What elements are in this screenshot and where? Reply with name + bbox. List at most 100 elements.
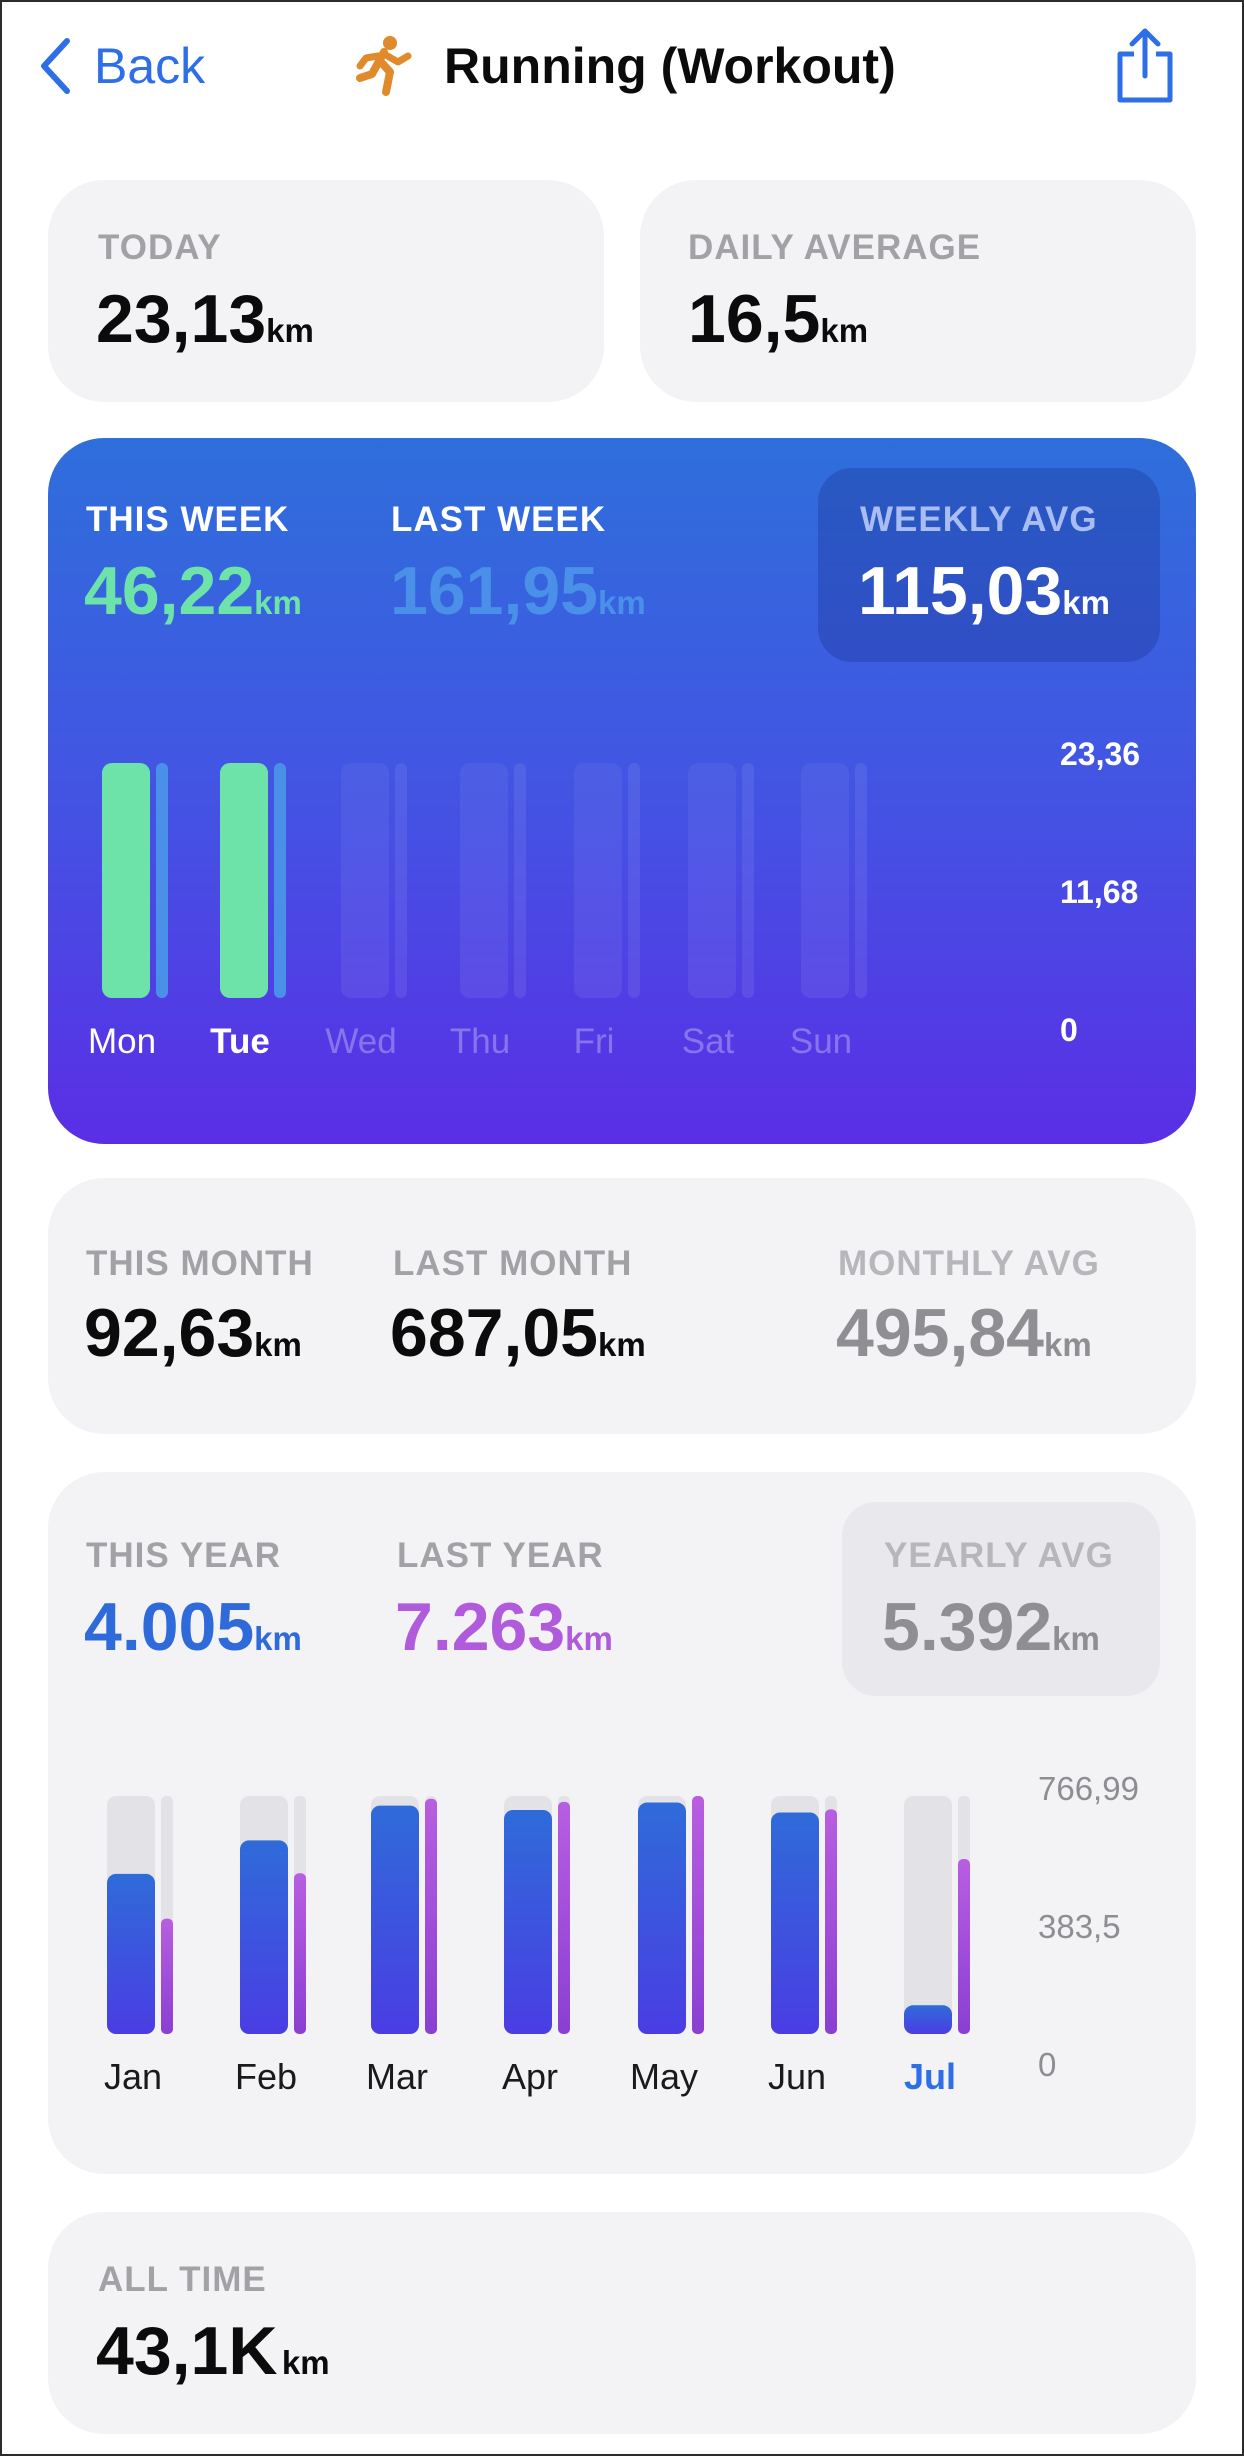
- last-month-unit: km: [597, 1326, 646, 1363]
- page-title: Running (Workout): [444, 38, 896, 94]
- day-label-tue: Tue: [210, 1022, 270, 1061]
- this-month-number: 92,63: [84, 1295, 255, 1371]
- this-year-label: THIS YEAR: [86, 1536, 282, 1575]
- last-week-value: 161,95km: [390, 552, 646, 630]
- weekly-avg-number: 115,03: [858, 553, 1063, 629]
- last-year-bar-mar: [425, 1798, 437, 2034]
- last-week-bar-tue: [274, 763, 286, 998]
- yearly-avg-label: YEARLY AVG: [884, 1536, 1114, 1575]
- back-button[interactable]: Back: [38, 36, 205, 96]
- month-label-may: May: [629, 2056, 698, 2097]
- year-axis-top: 766,99: [1038, 1770, 1139, 1807]
- month-label-feb: Feb: [234, 2056, 298, 2097]
- weekly-avg-label: WEEKLY AVG: [860, 500, 1098, 539]
- last-year-number: 7.263: [395, 1589, 566, 1665]
- last-year-bar-feb: [294, 1873, 306, 2034]
- today-card: TODAY 23,13km: [48, 180, 604, 402]
- today-value: 23,13km: [96, 280, 314, 358]
- this-week-bar-mon: [102, 763, 150, 998]
- week-track-wed: [341, 763, 389, 998]
- this-week-label: THIS WEEK: [86, 500, 290, 539]
- week-track-fri: [574, 763, 622, 998]
- daily-average-card: DAILY AVERAGE 16,5km: [640, 180, 1196, 402]
- weekly-avg-unit: km: [1062, 584, 1110, 621]
- day-label-mon: Mon: [87, 1022, 157, 1061]
- week-track-sun: [801, 763, 849, 998]
- monthly-avg-number: 495,84: [836, 1295, 1044, 1371]
- weekly-avg-value: 115,03km: [858, 552, 1110, 630]
- back-label: Back: [94, 38, 206, 94]
- this-week-number: 46,22: [84, 553, 255, 629]
- today-unit: km: [266, 312, 314, 349]
- today-number: 23,13: [96, 281, 267, 357]
- weekly-bar-chart: [102, 763, 867, 998]
- last-week-unit: km: [597, 584, 646, 621]
- week-last-track-thu: [514, 763, 526, 998]
- last-month-value: 687,05km: [390, 1294, 646, 1372]
- last-year-bar-may: [692, 1796, 704, 2034]
- yearly-avg-number: 5.392: [882, 1589, 1053, 1665]
- this-week-unit: km: [254, 584, 302, 621]
- this-year-value: 4.005km: [84, 1588, 302, 1666]
- last-year-bar-jul: [958, 1858, 970, 2034]
- month-track-jul: [904, 1796, 952, 2034]
- daily-average-unit: km: [820, 312, 869, 349]
- running-figure-icon: [356, 36, 412, 96]
- all-time-label: ALL TIME: [98, 2260, 267, 2299]
- all-time-number: 43,1K: [96, 2313, 278, 2389]
- month-label-apr: Apr: [501, 2056, 559, 2097]
- last-year-unit: km: [565, 1620, 613, 1657]
- header-title-group: Running (Workout): [350, 34, 896, 98]
- month-label-jan: Jan: [103, 2056, 163, 2097]
- day-label-wed: Wed: [325, 1022, 397, 1061]
- this-year-bar-jun: [771, 1812, 819, 2034]
- monthly-avg-value: 495,84km: [836, 1294, 1092, 1372]
- last-year-label: LAST YEAR: [397, 1536, 604, 1575]
- day-label-thu: Thu: [449, 1022, 511, 1061]
- today-label: TODAY: [98, 228, 222, 267]
- share-icon[interactable]: [1112, 26, 1178, 106]
- last-year-value: 7.263km: [395, 1588, 613, 1666]
- weekly-avg-box: WEEKLY AVG 115,03km: [818, 468, 1160, 662]
- all-time-unit: km: [281, 2344, 330, 2381]
- day-label-sat: Sat: [681, 1022, 735, 1061]
- this-week-bar-tue: [220, 763, 268, 998]
- week-last-track-sun: [855, 763, 867, 998]
- all-time-value: 43,1K km: [96, 2312, 330, 2390]
- day-label-fri: Fri: [573, 1022, 615, 1061]
- week-axis-top: 23,36: [1060, 736, 1141, 772]
- monthly-avg-unit: km: [1043, 1326, 1092, 1363]
- last-month-number: 687,05: [390, 1295, 598, 1371]
- last-week-number: 161,95: [390, 553, 598, 629]
- this-month-value: 92,63km: [84, 1294, 302, 1372]
- day-label-sun: Sun: [789, 1022, 853, 1061]
- this-week-value: 46,22km: [84, 552, 302, 630]
- monthly-bar-chart: [107, 1796, 970, 2034]
- this-year-unit: km: [254, 1620, 302, 1657]
- daily-average-number: 16,5: [688, 281, 821, 357]
- week-last-track-wed: [395, 763, 407, 998]
- daily-average-label: DAILY AVERAGE: [688, 228, 982, 267]
- week-last-track-fri: [628, 763, 640, 998]
- yearly-avg-value: 5.392km: [882, 1588, 1100, 1666]
- monthly-avg-label: MONTHLY AVG: [838, 1244, 1100, 1283]
- week-track-thu: [460, 763, 508, 998]
- yearly-avg-unit: km: [1052, 1620, 1100, 1657]
- this-year-number: 4.005: [84, 1589, 255, 1665]
- week-track-sat: [688, 763, 736, 998]
- week-last-track-sat: [742, 763, 754, 998]
- this-month-label: THIS MONTH: [86, 1244, 314, 1283]
- week-card: THIS WEEK 46,22km LAST WEEK 161,95km WEE…: [48, 438, 1196, 1144]
- this-year-bar-mar: [371, 1805, 419, 2034]
- month-label-mar: Mar: [366, 2056, 428, 2097]
- this-month-unit: km: [254, 1326, 302, 1363]
- this-year-bar-jan: [107, 1873, 155, 2034]
- all-time-card: ALL TIME 43,1K km: [48, 2212, 1196, 2434]
- year-axis-mid: 383,5: [1038, 1908, 1121, 1945]
- last-week-label: LAST WEEK: [391, 500, 607, 539]
- last-year-bar-jan: [161, 1918, 173, 2034]
- this-year-bar-feb: [240, 1840, 288, 2034]
- this-year-bar-may: [638, 1802, 686, 2034]
- week-axis-mid: 11,68: [1060, 874, 1139, 910]
- chevron-left-icon: [41, 38, 70, 94]
